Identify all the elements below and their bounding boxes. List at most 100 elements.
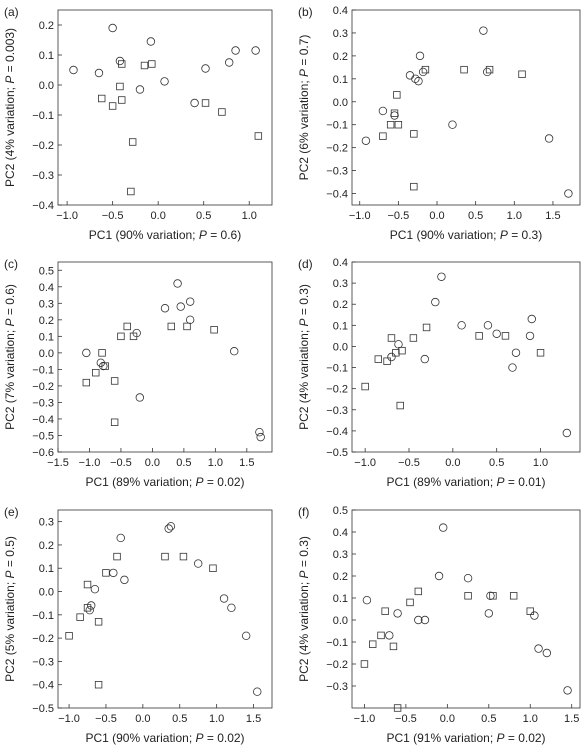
y-tick-label: 0.1: [39, 563, 54, 575]
square-data-point: [123, 322, 131, 331]
circle-data-point: [542, 648, 552, 658]
square-data-point: [422, 323, 431, 332]
panel-e: (e) −1.0 −0.5 0.0 0.5 1.0 1.5 −0.5 −0.4 −0.3 −0.2 −…: [3, 505, 273, 745]
plot-frame: [351, 509, 581, 709]
square-data-point: [392, 349, 400, 357]
panel-label: (a): [4, 5, 19, 19]
y-tick-label: −0.5: [326, 447, 348, 459]
circle-data-point: [94, 68, 104, 78]
square-data-point: [98, 94, 106, 103]
circle-data-point: [434, 571, 444, 581]
circle-data-point: [508, 363, 517, 372]
y-axis-label-p: P: [297, 318, 311, 326]
x-axis-label-text: PC1 (89% variation;: [85, 475, 195, 489]
square-data-point: [94, 681, 103, 689]
y-tick-label: −0.2: [326, 143, 348, 155]
x-axis-label-tail: = 0.02): [204, 475, 245, 489]
x-axis-label-text: PC1 (89% variation;: [386, 475, 496, 489]
circle-data-point: [201, 64, 210, 73]
square-data-point: [406, 598, 414, 607]
square-data-point: [390, 109, 399, 117]
square-data-point: [140, 61, 149, 70]
circle-data-point: [420, 615, 430, 625]
y-axis-label: PC2 (4% variation; P = 0.3): [297, 536, 311, 682]
square-data-point: [113, 552, 121, 561]
plot-frame: [57, 9, 273, 206]
x-axis-label-p: P: [196, 731, 204, 745]
square-data-point: [108, 102, 117, 110]
circle-data-point: [414, 615, 423, 625]
circle-data-point: [362, 596, 372, 605]
x-axis-label-text: PC1 (91% variation;: [386, 731, 496, 745]
square-data-point: [536, 349, 545, 357]
square-data-point: [386, 121, 395, 129]
circle-data-point: [457, 321, 466, 330]
circle-data-point: [255, 427, 264, 437]
x-tick-label: 0.0: [429, 210, 444, 222]
square-data-point: [179, 552, 188, 561]
circle-data-point: [164, 524, 173, 533]
y-axis-label-text: PC2 (6% variation;: [297, 77, 311, 180]
plot-frame: [57, 509, 273, 709]
circle-data-point: [484, 609, 493, 618]
circle-data-point: [387, 352, 396, 362]
y-axis-label-p: P: [3, 76, 17, 84]
square-data-point: [116, 82, 124, 91]
square-data-point: [360, 660, 369, 668]
x-tick-label: 0.5: [489, 457, 504, 469]
y-axis-label: PC2 (5% variation; P = 0.5): [3, 536, 17, 682]
y-tick-label: 0.1: [333, 74, 348, 86]
x-tick-label: −1.0: [79, 457, 101, 469]
panel-d: (d) −1.0 −0.5 0.0 0.5 1.0 −0.5 −0.4 −0.3 −0.2 −0.1…: [297, 257, 581, 489]
square-data-point: [82, 378, 91, 387]
circle-data-point: [463, 574, 473, 583]
circle-data-point: [418, 67, 428, 77]
panel-a: (a) −1.0 −0.5 0.0 0.5 1.0 −0.4 −0.3 −0.2 −0.1 0.0 0…: [3, 5, 273, 242]
y-axis-label: PC2 (7% variation; P = 0.6): [3, 284, 17, 430]
y-tick-label: −0.1: [326, 363, 348, 375]
x-tick-label: 1.0: [523, 713, 538, 725]
y-tick-label: −0.1: [32, 110, 54, 122]
y-tick-label: −0.3: [32, 170, 54, 182]
circle-data-point: [534, 644, 543, 653]
circle-data-point: [108, 23, 117, 33]
square-data-point: [518, 70, 526, 78]
x-tick-label: −0.5: [102, 210, 124, 222]
x-axis-label-tail: = 0.01): [505, 475, 546, 489]
circle-data-point: [483, 321, 493, 330]
circle-data-point: [85, 605, 94, 615]
y-tick-label: 0.3: [39, 298, 54, 310]
square-data-point: [98, 349, 106, 357]
circle-data-point: [253, 687, 262, 696]
square-data-point: [117, 332, 125, 341]
square-data-point: [218, 108, 226, 116]
circle-data-point: [564, 189, 573, 198]
y-axis-label-text: PC2 (7% variation;: [3, 326, 17, 429]
square-data-point: [464, 592, 472, 600]
y-tick-label: −0.5: [32, 703, 54, 715]
x-tick-label: 1.0: [507, 210, 522, 222]
y-tick-label: 0.2: [39, 20, 54, 32]
y-tick-label: −0.3: [326, 405, 348, 417]
y-tick-label: 0.2: [333, 299, 348, 311]
square-data-point: [92, 368, 100, 377]
circle-data-point: [361, 136, 371, 145]
circle-data-point: [190, 98, 199, 108]
y-tick-label: −0.1: [326, 120, 348, 132]
y-tick-label: 0.1: [39, 331, 54, 343]
y-axis-label-text: PC2 (4% variation;: [297, 578, 311, 681]
square-data-point: [383, 357, 391, 365]
square-data-point: [129, 332, 138, 341]
x-tick-label: 1.5: [239, 457, 254, 469]
y-tick-label: −0.2: [326, 659, 348, 671]
circle-data-point: [224, 58, 234, 67]
circle-data-point: [227, 603, 236, 613]
x-tick-label: 1.5: [564, 713, 579, 725]
y-tick-label: −0.3: [326, 681, 348, 693]
y-tick-label: −0.1: [326, 637, 348, 649]
square-data-point: [393, 704, 402, 712]
y-tick-label: −0.1: [32, 364, 54, 376]
square-data-point: [460, 65, 468, 74]
panel-c: (c) −1.5 −1.0 −0.5 0.0 0.5 1.0 1.5 −0.6 −0.5 −0.4 −…: [3, 257, 273, 489]
